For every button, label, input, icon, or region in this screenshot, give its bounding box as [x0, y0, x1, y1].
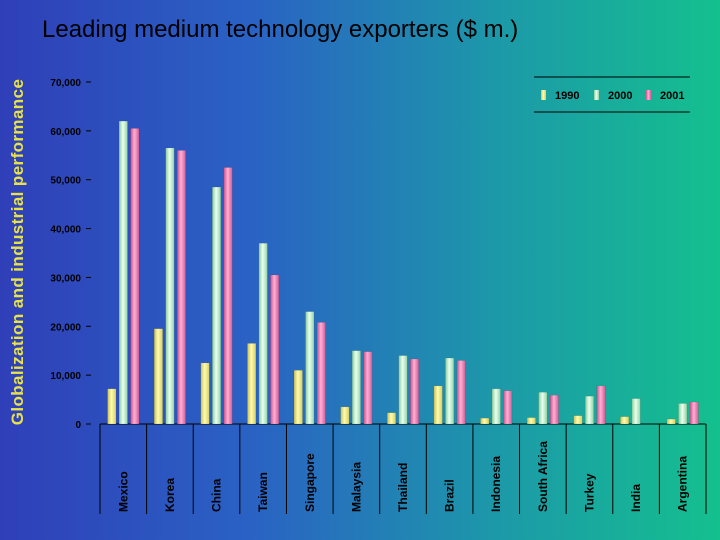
bar-2001-china	[223, 167, 233, 425]
chart-axes: 0 10,000 20,000 30,000 40,000 50,000 60,000 70,…	[50, 78, 707, 514]
bar-2000-mexico	[118, 120, 128, 425]
category-label: Thailand	[396, 463, 410, 512]
legend-label-1990: 1990	[555, 90, 579, 102]
category-label: Indonesia	[489, 456, 503, 512]
category-label: Singapore	[303, 453, 317, 512]
category-label: Taiwan	[256, 472, 270, 512]
bar-2000-taiwan	[258, 242, 268, 425]
bar-1990-malaysia	[340, 406, 350, 425]
bar-1990-korea	[153, 328, 163, 425]
bar-1990-india	[620, 416, 630, 425]
bar-1990-south-africa	[526, 417, 536, 425]
bar-2000-china	[212, 186, 222, 425]
bar-2000-brazil	[445, 357, 455, 425]
bar-2001-korea	[176, 150, 186, 425]
legend-swatch-1990	[541, 90, 546, 100]
category-label: Mexico	[116, 471, 130, 512]
bar-1990-turkey	[573, 415, 583, 425]
y-tick-label: 50,000	[50, 176, 81, 187]
legend-label-2000: 2000	[608, 90, 632, 102]
y-tick-label: 40,000	[50, 225, 81, 236]
bar-2001-thailand	[410, 358, 419, 425]
y-tick-label: 0	[75, 420, 81, 431]
legend-swatch-2001	[646, 90, 651, 100]
bar-2001-brazil	[456, 360, 466, 425]
bar-1990-taiwan	[247, 343, 257, 425]
bar-1990-argentina	[666, 418, 676, 425]
category-label: India	[629, 484, 643, 512]
bar-2000-turkey	[584, 395, 594, 425]
bar-2001-indonesia	[503, 390, 513, 425]
category-label: China	[210, 478, 224, 512]
bar-1990-singapore	[293, 370, 303, 425]
y-tick-label: 10,000	[50, 371, 81, 382]
bar-1990-brazil	[433, 385, 443, 425]
chart-bars	[107, 120, 699, 425]
bar-2001-argentina	[689, 401, 699, 425]
bar-1990-china	[200, 362, 210, 425]
y-tick-label: 70,000	[50, 78, 81, 89]
bar-1990-indonesia	[480, 417, 490, 425]
bar-2001-south-africa	[549, 394, 559, 425]
bar-1990-mexico	[107, 388, 117, 425]
bar-2000-indonesia	[491, 388, 501, 425]
category-label: Malaysia	[349, 462, 363, 512]
bar-2000-singapore	[305, 311, 315, 425]
y-tick-label: 60,000	[50, 127, 81, 138]
legend-label-2001: 2001	[660, 90, 684, 102]
legend-swatch-2000	[594, 90, 599, 100]
category-label: Korea	[163, 478, 177, 512]
bar-2001-turkey	[596, 385, 606, 425]
bar-2001-taiwan	[270, 274, 280, 425]
chart-legend: 1990 2000 2001	[534, 76, 690, 113]
category-label: Argentina	[676, 456, 690, 512]
y-tick-label: 20,000	[50, 322, 81, 333]
bar-2001-singapore	[316, 322, 326, 425]
bar-2000-malaysia	[351, 350, 361, 425]
bar-2001-malaysia	[363, 351, 373, 425]
chart-category-labels: Mexico Korea China Taiwan Singapore Malaysia T…	[116, 441, 689, 512]
category-label: South Africa	[536, 441, 550, 512]
bar-2001-mexico	[130, 128, 140, 425]
category-label: Brazil	[443, 479, 457, 512]
slide-title: Leading medium technology exporters ($ m…	[42, 16, 519, 43]
bar-2000-south-africa	[538, 391, 548, 425]
bar-2000-argentina	[678, 403, 688, 425]
bar-2000-india	[631, 398, 641, 425]
category-label: Turkey	[582, 473, 596, 512]
bar-2000-korea	[165, 147, 175, 425]
y-tick-label: 30,000	[50, 273, 81, 284]
bar-1990-thailand	[387, 412, 396, 425]
bar-2000-thailand	[398, 355, 408, 425]
